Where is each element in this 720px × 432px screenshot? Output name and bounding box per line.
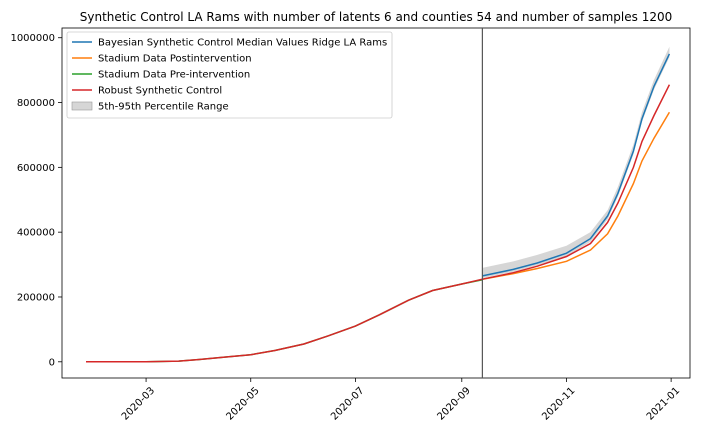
legend-swatch (71, 101, 93, 111)
x-tick-label: 2020-09 (436, 385, 473, 422)
x-tick-label: 2020-03 (120, 385, 157, 422)
x-tick-label: 2020-11 (540, 385, 577, 422)
series-lines-layer (86, 53, 671, 363)
y-tick-label: 800000 (17, 98, 55, 109)
y-tick-label: 200000 (17, 292, 55, 303)
x-tick-label: 2021-01 (645, 385, 682, 422)
chart-title: Synthetic Control LA Rams with number of… (80, 10, 673, 24)
legend-label: Bayesian Synthetic Control Median Values… (98, 38, 387, 49)
x-tick-label: 2020-05 (224, 385, 261, 422)
legend-label: Stadium Data Postintervention (98, 54, 252, 65)
legend: Bayesian Synthetic Control Median Values… (66, 31, 393, 119)
legend-label: Robust Synthetic Control (98, 86, 222, 97)
series-line-2 (86, 279, 483, 363)
plot-frame (61, 27, 691, 379)
y-tick-label: 600000 (17, 163, 55, 174)
x-tick-label: 2020-07 (329, 385, 366, 422)
series-line-1 (482, 111, 671, 280)
y-tick-label: 1000000 (10, 33, 55, 44)
series-line-0 (482, 53, 671, 277)
legend-box (66, 31, 393, 119)
series-line-3 (86, 84, 671, 363)
y-tick-label: 400000 (17, 228, 55, 239)
y-tick-label: 0 (49, 357, 55, 368)
legend-label: Stadium Data Pre-intervention (98, 70, 250, 81)
legend-label: 5th-95th Percentile Range (98, 102, 229, 113)
